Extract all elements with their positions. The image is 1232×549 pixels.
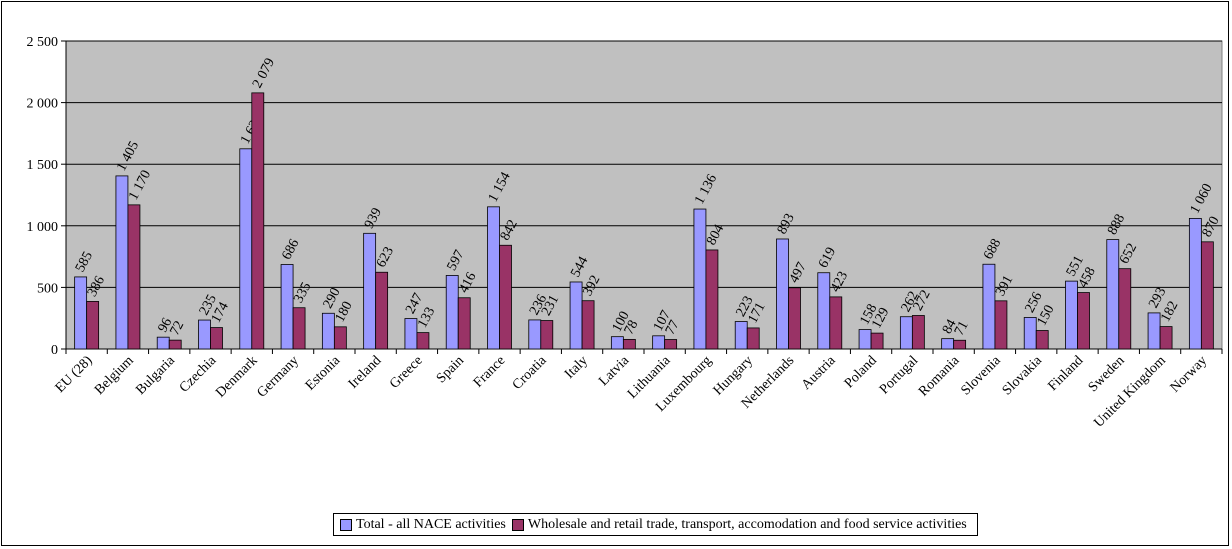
bar-wholesale	[622, 338, 636, 350]
bar-total	[899, 316, 913, 350]
bar-wholesale	[1118, 268, 1132, 350]
x-tick-label: EU (28)	[53, 353, 96, 396]
legend: Total - all NACE activities Wholesale an…	[333, 513, 978, 536]
x-tick-label: Poland	[842, 353, 880, 391]
bar-wholesale	[581, 300, 595, 350]
data-label-wholesale: 72	[168, 319, 188, 338]
bar-wholesale	[953, 339, 967, 350]
bar-wholesale	[746, 327, 760, 350]
x-tick-label: Portugal	[877, 353, 921, 397]
y-tick-label: 2 500	[27, 35, 59, 50]
x-tick-label: Ireland	[346, 353, 385, 392]
bar-total	[198, 319, 211, 350]
x-tick-label: Estonia	[303, 353, 344, 394]
bar-wholesale	[1159, 326, 1173, 350]
bar-wholesale	[705, 249, 719, 350]
x-tick-label: Germany	[254, 353, 301, 400]
bar-total	[652, 335, 666, 350]
x-tick-label: Belgium	[92, 353, 137, 398]
bar-wholesale	[1035, 330, 1049, 350]
data-label-wholesale: 71	[952, 319, 972, 338]
y-tick-label: 2 000	[27, 97, 59, 112]
data-label-wholesale: 78	[622, 318, 642, 337]
x-tick-label: France	[471, 353, 509, 391]
bar-wholesale	[540, 320, 554, 350]
legend-item-total: Total - all NACE activities	[340, 517, 506, 533]
bar-wholesale	[829, 296, 843, 350]
bar-total	[941, 338, 955, 350]
x-tick-label: Norway	[1168, 353, 1211, 396]
bar-total	[1188, 218, 1202, 350]
x-tick-label: Croatia	[510, 353, 550, 393]
bar-total	[817, 272, 831, 350]
legend-label-total: Total - all NACE activities	[356, 516, 506, 532]
bar-total	[610, 336, 624, 350]
y-tick-label: 500	[37, 281, 58, 296]
bar-total	[74, 276, 88, 350]
x-tick-label: Latvia	[596, 353, 632, 389]
bar-total	[156, 336, 170, 350]
x-tick-label: Finland	[1045, 353, 1086, 394]
bar-total	[528, 319, 542, 350]
data-label-wholesale: 77	[663, 318, 683, 337]
bar-total	[1065, 280, 1078, 350]
legend-swatch-wholesale	[511, 518, 524, 531]
bar-total	[239, 148, 253, 350]
data-label-total: 84	[940, 317, 960, 336]
legend-item-wholesale: Wholesale and retail trade, transport, a…	[511, 516, 967, 533]
y-tick-label: 1 500	[27, 158, 59, 173]
x-tick-label: Romania	[916, 353, 963, 400]
x-tick-label: Greece	[387, 353, 426, 392]
bar-wholesale	[1200, 241, 1214, 350]
bar-wholesale	[210, 327, 223, 350]
x-tick-label: Bulgaria	[133, 353, 178, 398]
bar-total	[982, 263, 996, 350]
bar-total	[1106, 239, 1120, 350]
x-tick-label: Slovenia	[959, 353, 1005, 399]
bar-wholesale	[1077, 292, 1090, 350]
bar-wholesale	[292, 307, 306, 350]
bar-wholesale	[499, 244, 512, 350]
bar-wholesale	[664, 339, 678, 350]
y-tick-label: 0	[51, 343, 58, 358]
bar-wholesale	[127, 204, 141, 350]
bar-total	[363, 232, 377, 350]
x-tick-label: Slovakia	[1000, 353, 1046, 399]
bar-total	[487, 206, 500, 350]
bar-wholesale	[333, 326, 347, 350]
bar-total	[280, 264, 294, 350]
x-tick-label: Austria	[799, 353, 839, 393]
bar-wholesale	[457, 297, 471, 350]
bar-wholesale	[168, 339, 182, 350]
bar-wholesale	[251, 92, 265, 350]
bar-total	[776, 238, 789, 350]
bar-wholesale	[86, 301, 100, 350]
bar-total	[858, 329, 872, 350]
bar-wholesale	[416, 332, 430, 350]
bar-wholesale	[911, 315, 925, 350]
legend-label-wholesale: Wholesale and retail trade, transport, a…	[527, 516, 967, 532]
bar-wholesale	[788, 287, 801, 350]
bar-wholesale	[870, 332, 884, 350]
bar-total	[115, 175, 129, 350]
x-tick-label: Spain	[434, 353, 467, 386]
x-tick-label: United Kingdom	[1091, 353, 1169, 431]
data-label-total: 96	[156, 316, 176, 335]
bar-wholesale	[375, 271, 389, 350]
x-tick-label: Italy	[562, 353, 591, 382]
legend-swatch-total	[340, 518, 352, 531]
x-tick-label: Denmark	[213, 353, 260, 400]
bar-total	[693, 208, 707, 350]
y-tick-label: 1 000	[27, 220, 59, 235]
bar-total	[734, 321, 748, 350]
bar-total	[445, 275, 459, 350]
bar-wholesale	[994, 300, 1008, 350]
